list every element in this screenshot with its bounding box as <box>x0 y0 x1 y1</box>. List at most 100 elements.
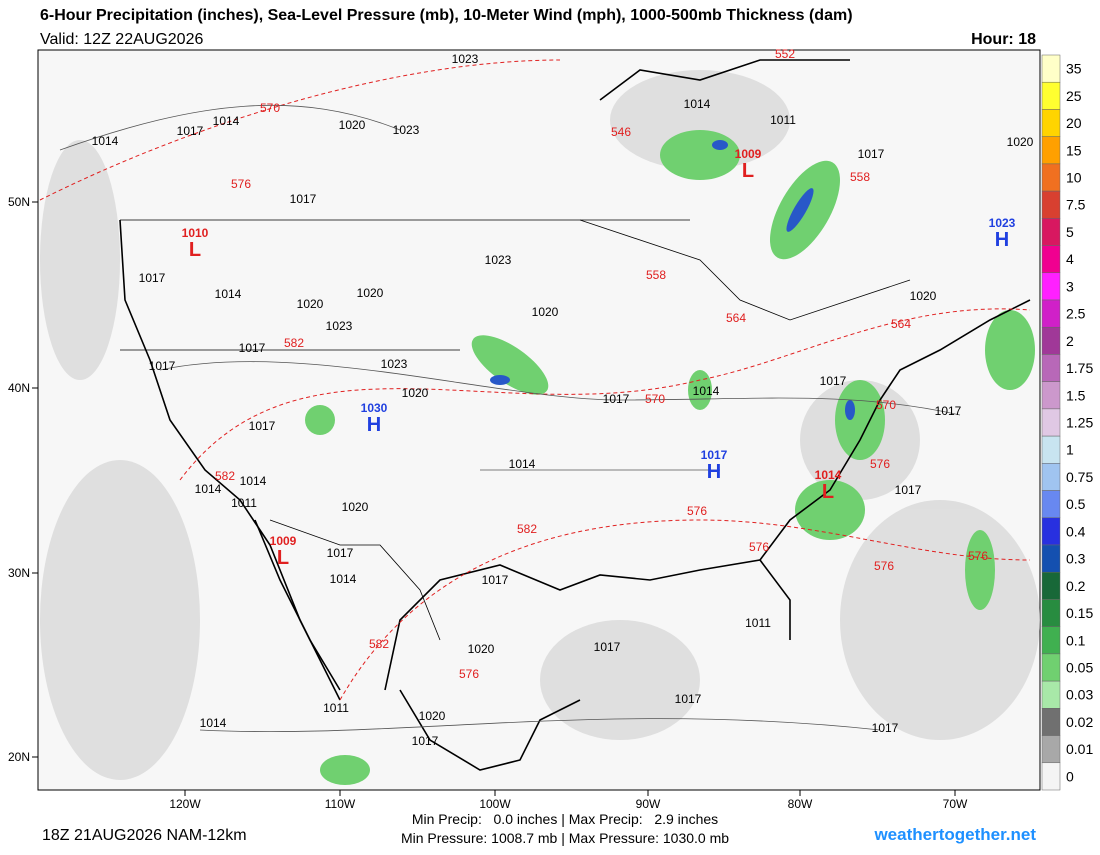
center-letter: L <box>742 160 754 182</box>
isobar-label: 1014 <box>509 457 536 471</box>
thickness-label: 576 <box>870 457 890 471</box>
thickness-label: 558 <box>646 268 666 282</box>
thickness-label: 576 <box>459 667 479 681</box>
colorbar-swatch <box>1041 109 1061 137</box>
colorbar-label: 0.1 <box>1066 632 1086 648</box>
isobar-label: 1023 <box>393 123 420 137</box>
lon-label: 70W <box>943 797 968 811</box>
isobar-label: 1011 <box>745 616 771 630</box>
thickness-label: 546 <box>611 125 631 139</box>
colorbar-swatch <box>1041 326 1061 355</box>
center-value: 1014 <box>815 468 842 482</box>
colorbar-label: 0.5 <box>1066 496 1086 512</box>
colorbar-label: 0.01 <box>1066 741 1093 757</box>
isobar-label: 1017 <box>935 404 962 418</box>
isobar-label: 1023 <box>485 253 512 267</box>
colorbar-label: 20 <box>1066 115 1082 131</box>
colorbar-label: 2 <box>1066 333 1074 349</box>
isobar-label: 1017 <box>820 374 847 388</box>
isobar-label: 1014 <box>240 474 267 488</box>
heavy-precip <box>490 140 855 420</box>
colorbar-label: 1 <box>1066 442 1074 458</box>
thickness-label: 582 <box>284 336 304 350</box>
colorbar-swatch <box>1041 272 1061 301</box>
center-letter: L <box>822 481 834 503</box>
colorbar-swatch <box>1041 708 1061 736</box>
title: 6-Hour Precipitation (inches), Sea-Level… <box>40 7 853 24</box>
colorbar-label: 0.03 <box>1066 687 1093 703</box>
precip-areas <box>305 130 1035 785</box>
colorbar-label: 0.3 <box>1066 551 1086 567</box>
thickness-label: 576 <box>968 549 988 563</box>
center-value: 1009 <box>270 534 297 548</box>
colorbar-label: 0 <box>1066 768 1074 784</box>
lat-label: 30N <box>8 566 30 580</box>
center-letter: L <box>277 547 289 569</box>
lon-label: 120W <box>169 797 201 811</box>
colorbar-swatch <box>1041 163 1061 192</box>
isobar-label: 1020 <box>468 642 495 656</box>
colorbar-swatch <box>1041 490 1061 519</box>
colorbar-label: 7.5 <box>1066 197 1086 213</box>
isobar-label: 1020 <box>910 289 937 303</box>
thickness-label: 552 <box>775 47 795 61</box>
colorbar-label: 0.15 <box>1066 605 1093 621</box>
thickness-label: 558 <box>850 170 870 184</box>
colorbar-label: 0.2 <box>1066 578 1086 594</box>
isobar-label: 1017 <box>482 573 509 587</box>
lon-label: 100W <box>479 797 511 811</box>
thickness-label: 582 <box>369 637 389 651</box>
center-value: 1023 <box>989 216 1016 230</box>
colorbar-swatch <box>1041 680 1061 709</box>
colorbar-swatch <box>1041 762 1061 791</box>
isobar-label: 1020 <box>402 386 429 400</box>
colorbar-label: 15 <box>1066 142 1082 158</box>
colorbar-swatch <box>1041 463 1061 491</box>
colorbar-swatch <box>1041 299 1061 328</box>
colorbar-swatch <box>1041 190 1061 219</box>
isobar-label: 1014 <box>684 97 711 111</box>
precip-range: Min Precip: 0.0 inches | Max Precip: 2.9… <box>412 811 718 827</box>
isobar-label: 1017 <box>249 419 276 433</box>
isobar-label: 1014 <box>215 287 242 301</box>
colorbar-swatch <box>1041 735 1061 764</box>
colorbar-swatch <box>1041 653 1061 682</box>
thickness-label: 576 <box>231 177 251 191</box>
center-value: 1030 <box>361 401 388 415</box>
colorbar-swatch <box>1041 54 1061 83</box>
colorbar-swatch <box>1041 599 1061 627</box>
center-value: 1017 <box>701 448 728 462</box>
thickness-label: 570 <box>260 101 280 115</box>
colorbar-swatch <box>1041 218 1061 246</box>
forecast-hour: Hour: 18 <box>971 31 1036 48</box>
colorbar-swatch <box>1041 381 1061 410</box>
colorbar-swatch <box>1041 408 1061 437</box>
isobar-label: 1017 <box>895 483 922 497</box>
thickness-label: 576 <box>874 559 894 573</box>
isobar-label: 1017 <box>327 546 354 560</box>
isobar-label: 1020 <box>532 305 559 319</box>
colorbar-label: 5 <box>1066 224 1074 240</box>
colorbar-swatch <box>1041 571 1061 600</box>
center-value: 1009 <box>735 147 762 161</box>
lon-label: 80W <box>788 797 813 811</box>
thickness-label: 582 <box>215 469 235 483</box>
center-letter: H <box>707 461 721 483</box>
isobar-label: 1017 <box>149 359 176 373</box>
center-letter: H <box>995 229 1009 251</box>
colorbar-label: 10 <box>1066 170 1082 186</box>
isobar-label: 1014 <box>92 134 119 148</box>
valid-time: Valid: 12Z 22AUG2026 <box>40 31 203 48</box>
isobar-label: 1020 <box>1007 135 1034 149</box>
isobar-label: 1011 <box>231 496 257 510</box>
colorbar-label: 25 <box>1066 88 1082 104</box>
isobar-label: 1017 <box>290 192 317 206</box>
lat-label: 50N <box>8 195 30 209</box>
isobar-label: 1017 <box>139 271 166 285</box>
site-link[interactable]: weathertogether.net <box>873 825 1036 844</box>
isobar-label: 1014 <box>200 716 227 730</box>
colorbar-swatch <box>1041 245 1061 274</box>
coastlines <box>119 59 1031 771</box>
isobar-label: 1017 <box>239 341 266 355</box>
isobar-label: 1014 <box>693 384 720 398</box>
